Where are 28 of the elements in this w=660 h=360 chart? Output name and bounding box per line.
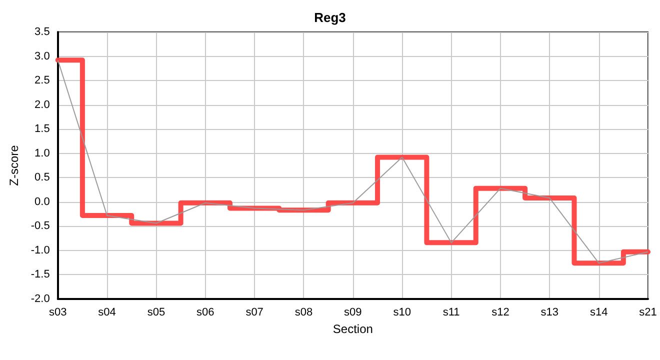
x-tick-label: s11 (442, 306, 460, 318)
x-tick-label: s12 (492, 306, 510, 318)
y-tick-label: -2.0 (30, 293, 50, 305)
y-tick-label: -0.5 (30, 220, 50, 232)
y-tick-label: 2.5 (34, 74, 50, 87)
x-tick-label: s10 (393, 306, 411, 318)
chart-title: Reg3 (314, 10, 346, 25)
x-tick-label: s13 (540, 306, 559, 318)
y-tick-label: -1.0 (30, 244, 50, 256)
y-tick-label: -1.5 (30, 268, 50, 281)
x-axis-title: Section (332, 322, 373, 336)
x-tick-label: s21 (639, 306, 657, 318)
x-tick-label: s08 (294, 306, 313, 318)
y-axis-title: Z-score (7, 144, 21, 186)
x-tick-label: s09 (344, 306, 362, 318)
y-tick-label: 2.0 (34, 98, 50, 111)
y-tick-label: 0.0 (34, 196, 50, 208)
x-tick-label: s04 (98, 306, 116, 318)
y-tick-label: 1.0 (34, 147, 50, 160)
y-tick-label: 3.0 (34, 50, 50, 62)
y-tick-label: 3.5 (34, 26, 50, 38)
x-tick-label: s03 (48, 306, 67, 318)
x-tick-label: s05 (147, 306, 166, 318)
y-tick-label: 1.5 (34, 123, 50, 136)
x-tick-label: s07 (246, 306, 264, 318)
y-tick-label: 0.5 (34, 172, 50, 184)
x-tick-label: s06 (196, 306, 214, 318)
x-tick-label: s14 (590, 306, 608, 318)
